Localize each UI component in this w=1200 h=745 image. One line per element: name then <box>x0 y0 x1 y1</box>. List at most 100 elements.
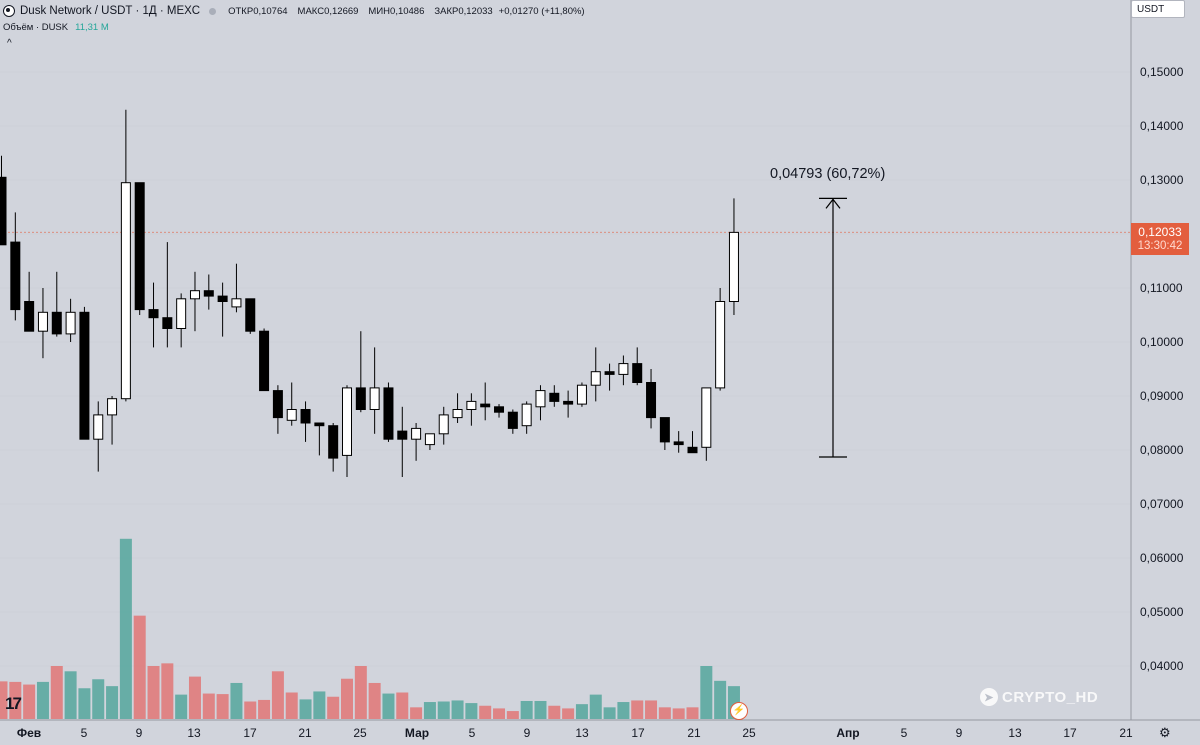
time-tick-label: 25 <box>742 726 756 740</box>
candle-body <box>452 409 463 419</box>
open-value: 0,10764 <box>253 5 288 17</box>
candle-body <box>411 427 422 440</box>
time-tick-label: 21 <box>687 726 701 740</box>
candle-body <box>37 311 48 332</box>
candle-body <box>342 387 352 456</box>
symbol-legend: Dusk Network / USDT · 1Д · MEXC ОТКР 0,10… <box>0 3 591 19</box>
candle-body <box>728 231 739 303</box>
time-tick-label: 9 <box>956 726 963 740</box>
high-value: 0,12669 <box>324 5 359 17</box>
candle-body <box>715 301 726 389</box>
price-range-measure[interactable] <box>819 197 847 458</box>
price-tick-label: 0,05000 <box>1140 605 1184 619</box>
volume-bar <box>119 538 132 719</box>
candle-body <box>646 382 657 419</box>
bar-countdown: 13:30:42 <box>1137 240 1183 252</box>
volume-bar <box>410 707 423 719</box>
candle-body <box>93 414 104 440</box>
volume-bar <box>0 681 8 719</box>
volume-bar <box>230 682 243 719</box>
candle-body <box>438 414 449 435</box>
chevron-up-icon[interactable]: ^ <box>7 38 12 49</box>
time-tick-label: 17 <box>1063 726 1077 740</box>
candlesticks <box>0 109 739 477</box>
volume-bar <box>9 681 22 719</box>
candle-body <box>245 298 256 332</box>
volume-bar <box>36 681 49 719</box>
currency-selector[interactable]: USDT <box>1131 0 1185 18</box>
candle-body <box>259 330 270 392</box>
time-axis[interactable]: Фев 5 9 13 17 21 25 Мар 5 9 13 17 21 25 Апр 5 9 13 17 21 <box>17 726 1133 740</box>
candle-body <box>328 425 339 459</box>
open-label: ОТКР <box>228 5 254 17</box>
measure-label: 0,04793 (60,72%) <box>770 166 886 182</box>
dusk-logo-icon <box>3 5 15 17</box>
price-tick-label: 0,13000 <box>1140 173 1184 187</box>
volume-bar <box>437 701 450 719</box>
candle-body <box>687 446 698 454</box>
price-tick-label: 0,10000 <box>1140 335 1184 349</box>
candle-body <box>590 371 601 386</box>
volume-bar <box>285 692 298 719</box>
candle-body <box>24 301 35 332</box>
candle-body <box>272 390 283 419</box>
time-tick-label: 5 <box>901 726 908 740</box>
candle-body <box>494 406 505 413</box>
gear-icon[interactable]: ⚙ <box>1159 725 1171 740</box>
symbol-title[interactable]: Dusk Network / USDT · 1Д · MEXC <box>20 5 201 17</box>
candle-body <box>701 387 712 448</box>
volume-bar <box>714 680 727 719</box>
candle-body <box>466 400 477 410</box>
candle-body <box>162 317 173 330</box>
time-tick-label: 21 <box>298 726 312 740</box>
candle-body <box>618 363 629 375</box>
volume-bar <box>341 678 353 719</box>
volume-bar <box>78 688 91 719</box>
volume-bar <box>299 699 312 719</box>
volume-bar <box>631 700 644 719</box>
time-tick-label: 9 <box>136 726 143 740</box>
volume-bar <box>50 666 63 719</box>
volume-bar <box>313 691 326 719</box>
candle-body <box>480 403 491 408</box>
candle-body <box>10 241 21 311</box>
tradingview-logo[interactable]: 17 <box>5 694 22 713</box>
change-value: +0,01270 (+11,80%) <box>498 5 585 17</box>
candle-body <box>383 387 394 440</box>
candle-body <box>355 387 366 410</box>
volume-bar <box>175 694 188 719</box>
volume-bar <box>589 694 602 719</box>
volume-bar <box>562 708 575 719</box>
volume-bar <box>216 694 229 719</box>
low-value: 0,10486 <box>390 5 425 17</box>
candle-body <box>203 290 214 297</box>
candle-body <box>134 182 145 311</box>
price-tick-label: 0,08000 <box>1140 443 1184 457</box>
lightning-icon[interactable]: ⚡ <box>730 702 748 720</box>
volume-bar <box>396 692 409 719</box>
price-axis[interactable]: 0,150000,140000,130000,120000,110000,100… <box>1140 65 1184 673</box>
candle-body <box>300 409 311 424</box>
volume-bar <box>271 671 284 719</box>
candle-body <box>549 392 560 402</box>
high-label: МАКС <box>297 5 325 17</box>
candle-body <box>507 411 518 429</box>
volume-bar <box>244 701 257 719</box>
price-tick-label: 0,11000 <box>1140 281 1183 295</box>
candle-body <box>314 422 325 427</box>
volume-bar <box>603 707 616 719</box>
watermark-text: CRYPTO_HD <box>1002 688 1099 706</box>
price-tick-label: 0,09000 <box>1140 389 1184 403</box>
candle-body <box>632 363 643 384</box>
volume-bar <box>368 682 381 719</box>
candle-body <box>397 430 408 440</box>
candle-body <box>189 290 200 300</box>
volume-legend: Объём · DUSK 11,31 M <box>3 22 109 33</box>
volume-bar <box>202 693 215 719</box>
volume-bar <box>672 708 685 719</box>
time-tick-label: 9 <box>524 726 531 740</box>
telegram-icon: ➤ <box>980 688 998 706</box>
volume-bar <box>506 711 519 719</box>
volume-legend-label[interactable]: Объём · DUSK <box>3 22 69 33</box>
